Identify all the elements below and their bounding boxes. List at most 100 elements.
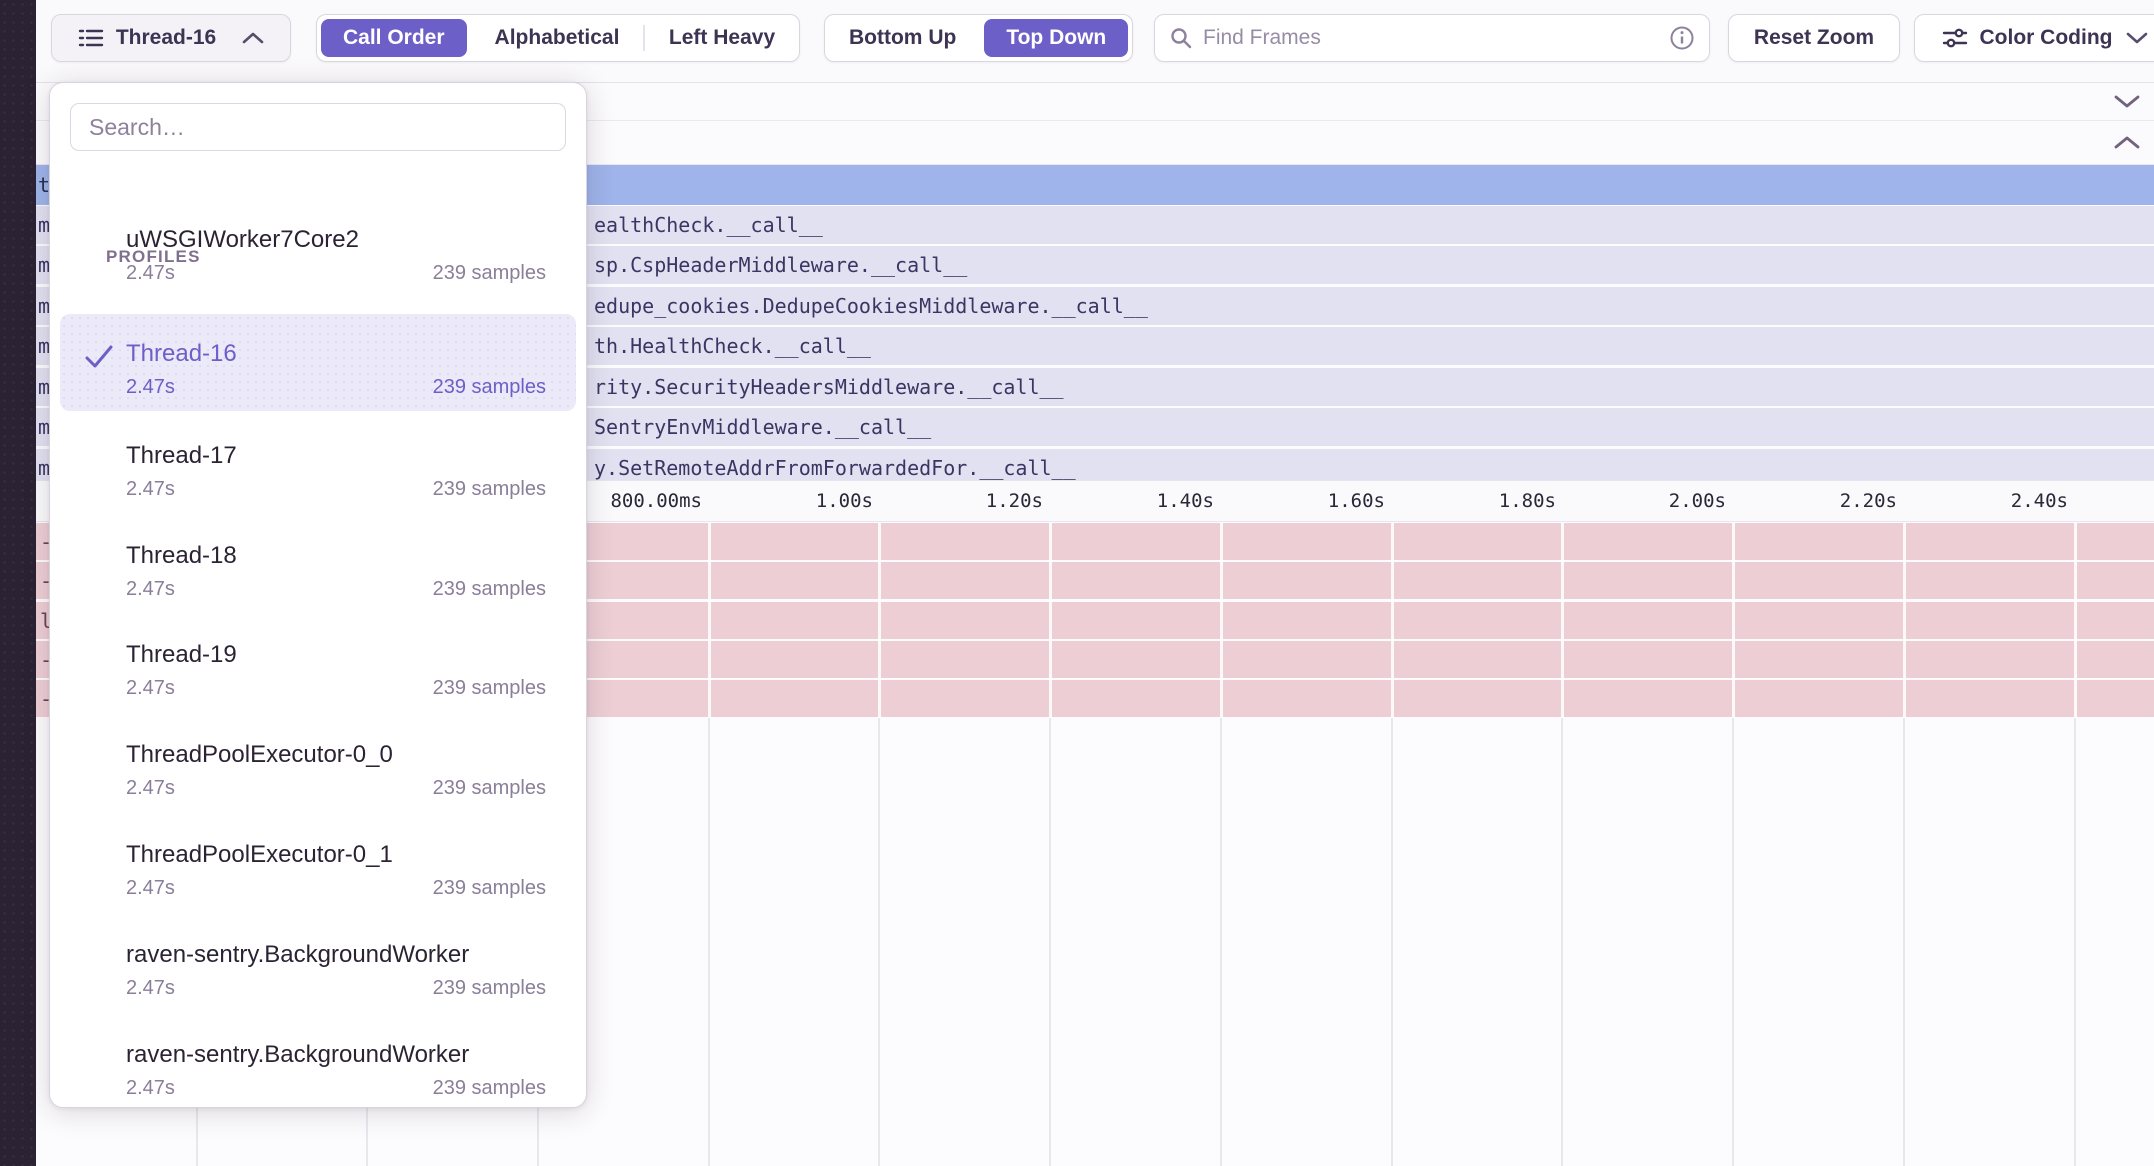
reset-zoom-label: Reset Zoom	[1753, 26, 1875, 49]
profile-item-samples: 239 samples	[432, 877, 546, 899]
profile-item-samples: 239 samples	[432, 777, 546, 799]
profile-item-samples: 239 samples	[432, 677, 546, 699]
profile-item-name: ThreadPoolExecutor-0_1	[126, 841, 393, 868]
gridline	[1903, 523, 1906, 718]
side-rail	[0, 0, 36, 1166]
frame-text-fragment: m	[38, 294, 51, 318]
gridline	[708, 718, 710, 1166]
gridline	[1049, 523, 1052, 718]
frame-text-fragment: y.SetRemoteAddrFromForwardedFor.__call__	[594, 456, 1076, 480]
gridline	[878, 523, 881, 718]
frame-text-fragment: SentryEnvMiddleware.__call__	[594, 415, 932, 439]
color-coding-button[interactable]: Color Coding	[1914, 14, 2154, 62]
gridline	[1732, 718, 1734, 1166]
gridline	[1561, 718, 1563, 1166]
check-icon	[84, 344, 114, 370]
frame-text-fragment: ealthCheck.__call__	[594, 213, 823, 237]
profile-item-duration: 2.47s	[126, 262, 175, 284]
profiles-section-label: PROFILES	[106, 247, 201, 266]
axis-tick: 1.60s	[1327, 490, 1385, 512]
direction-segmented-control: Bottom Up Top Down	[824, 14, 1134, 62]
profile-item-duration: 2.47s	[126, 977, 175, 999]
profile-item-name: raven-sentry.BackgroundWorker	[126, 1041, 470, 1068]
profile-item-name: ThreadPoolExecutor-0_0	[126, 741, 393, 768]
profile-item-samples: 239 samples	[432, 578, 546, 600]
frame-text-fragment: m	[38, 213, 51, 237]
frame-text-fragment: m	[38, 253, 51, 277]
collapse-up-icon[interactable]	[2114, 136, 2140, 150]
toolbar: Thread-16 Call Order Alphabetical Left H…	[36, 0, 2154, 82]
profile-item[interactable]: raven-sentry.BackgroundWorker 2.47s 239 …	[60, 941, 576, 1033]
profile-item-name: Thread-19	[126, 641, 237, 668]
axis-tick: 2.20s	[1839, 490, 1897, 512]
sort-option-alphabetical[interactable]: Alphabetical	[494, 26, 620, 49]
gridline	[878, 718, 880, 1166]
axis-tick: 1.40s	[1156, 490, 1214, 512]
reset-zoom-button[interactable]: Reset Zoom	[1728, 14, 1900, 62]
gridline	[1220, 718, 1222, 1166]
color-coding-label: Color Coding	[1979, 26, 2113, 49]
frame-text-fragment: t	[38, 173, 51, 197]
sort-option-left-heavy[interactable]: Left Heavy	[668, 26, 776, 49]
chevron-up-icon	[242, 32, 264, 44]
info-icon[interactable]	[1669, 25, 1695, 51]
segment-divider	[643, 25, 645, 51]
direction-option-bottom-up[interactable]: Bottom Up	[849, 26, 957, 49]
frame-text-fragment: m	[38, 456, 51, 480]
profile-item[interactable]: Thread-17 2.47s 239 samples	[60, 442, 576, 534]
profile-search-input[interactable]	[70, 103, 566, 151]
frame-text-fragment: m	[38, 334, 51, 358]
profile-item-samples: 239 samples	[432, 478, 546, 500]
frame-text-fragment: m	[38, 415, 51, 439]
profile-item[interactable]: Thread-19 2.47s 239 samples	[60, 641, 576, 733]
axis-tick: 2.40s	[2010, 490, 2068, 512]
gridline	[1561, 523, 1564, 718]
gridline	[1903, 718, 1905, 1166]
profile-item[interactable]: raven-sentry.BackgroundWorker 2.47s 239 …	[60, 1041, 576, 1133]
chevron-down-icon	[2126, 32, 2148, 44]
thread-selector-label: Thread-16	[115, 26, 217, 49]
profile-item-samples: 239 samples	[432, 376, 546, 398]
profile-item-name: raven-sentry.BackgroundWorker	[126, 941, 470, 968]
frame-text-fragment: rity.SecurityHeadersMiddleware.__call__	[594, 375, 1064, 399]
profile-item-name: Thread-16	[126, 340, 237, 367]
profile-item-duration: 2.47s	[126, 478, 175, 500]
profile-item-duration: 2.47s	[126, 677, 175, 699]
gridline	[1391, 523, 1394, 718]
profile-dropdown: PROFILES uWSGIWorker7Core2 2.47s 239 sam…	[49, 82, 587, 1108]
profile-item-duration: 2.47s	[126, 877, 175, 899]
profile-item-name: Thread-18	[126, 542, 237, 569]
profile-item-samples: 239 samples	[432, 977, 546, 999]
sort-segmented-control: Call Order Alphabetical Left Heavy	[316, 14, 801, 62]
frame-text-fragment: th.HealthCheck.__call__	[594, 334, 871, 358]
profile-item-duration: 2.47s	[126, 1077, 175, 1099]
find-frames-input[interactable]	[1203, 26, 1669, 50]
profile-item-name: Thread-17	[126, 442, 237, 469]
profile-item[interactable]: uWSGIWorker7Core2 2.47s 239 samples	[60, 226, 576, 318]
profile-item-samples: 239 samples	[432, 1077, 546, 1099]
profile-item-name: uWSGIWorker7Core2	[126, 226, 359, 253]
thread-selector-button[interactable]: Thread-16	[51, 14, 291, 62]
gridline	[2074, 718, 2076, 1166]
axis-tick: 2.00s	[1668, 490, 1726, 512]
gridline	[1220, 523, 1223, 718]
list-icon	[78, 27, 104, 49]
gridline	[708, 523, 711, 718]
frame-text-fragment: sp.CspHeaderMiddleware.__call__	[594, 253, 968, 277]
search-icon	[1169, 26, 1193, 50]
gridline	[2074, 523, 2077, 718]
direction-option-top-down[interactable]: Top Down	[984, 19, 1129, 57]
gridline	[1049, 718, 1051, 1166]
sort-option-call-order[interactable]: Call Order	[321, 19, 467, 57]
profile-item-selected[interactable]: Thread-16 2.47s 239 samples	[60, 314, 576, 411]
gridline	[1391, 718, 1393, 1166]
axis-tick: 1.00s	[815, 490, 873, 512]
gridline	[1732, 523, 1735, 718]
profile-item[interactable]: ThreadPoolExecutor-0_0 2.47s 239 samples	[60, 741, 576, 833]
profile-item[interactable]: ThreadPoolExecutor-0_1 2.47s 239 samples	[60, 841, 576, 933]
axis-tick: 1.80s	[1498, 490, 1556, 512]
collapse-down-icon[interactable]	[2114, 95, 2140, 109]
profile-item[interactable]: Thread-18 2.47s 239 samples	[60, 542, 576, 634]
sliders-icon	[1942, 28, 1968, 48]
axis-tick: 800.00ms	[610, 490, 702, 512]
